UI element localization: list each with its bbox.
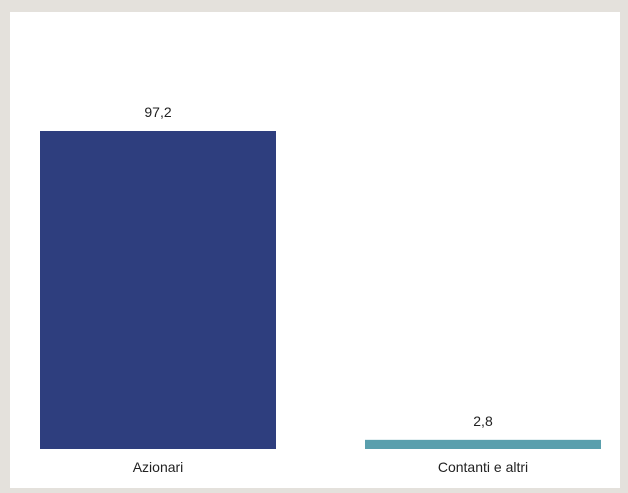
chart-panel: 97,2 Azionari 2,8 Contanti e altri bbox=[10, 12, 620, 488]
bar-chart: 97,2 Azionari 2,8 Contanti e altri bbox=[40, 104, 601, 475]
data-label: 97,2 bbox=[144, 104, 171, 120]
category-label: Contanti e altri bbox=[438, 459, 528, 475]
category-label: Azionari bbox=[133, 459, 184, 475]
data-label: 2,8 bbox=[473, 413, 493, 429]
bar-azionari bbox=[40, 131, 276, 449]
bar-contanti-e-altri bbox=[365, 439, 601, 449]
